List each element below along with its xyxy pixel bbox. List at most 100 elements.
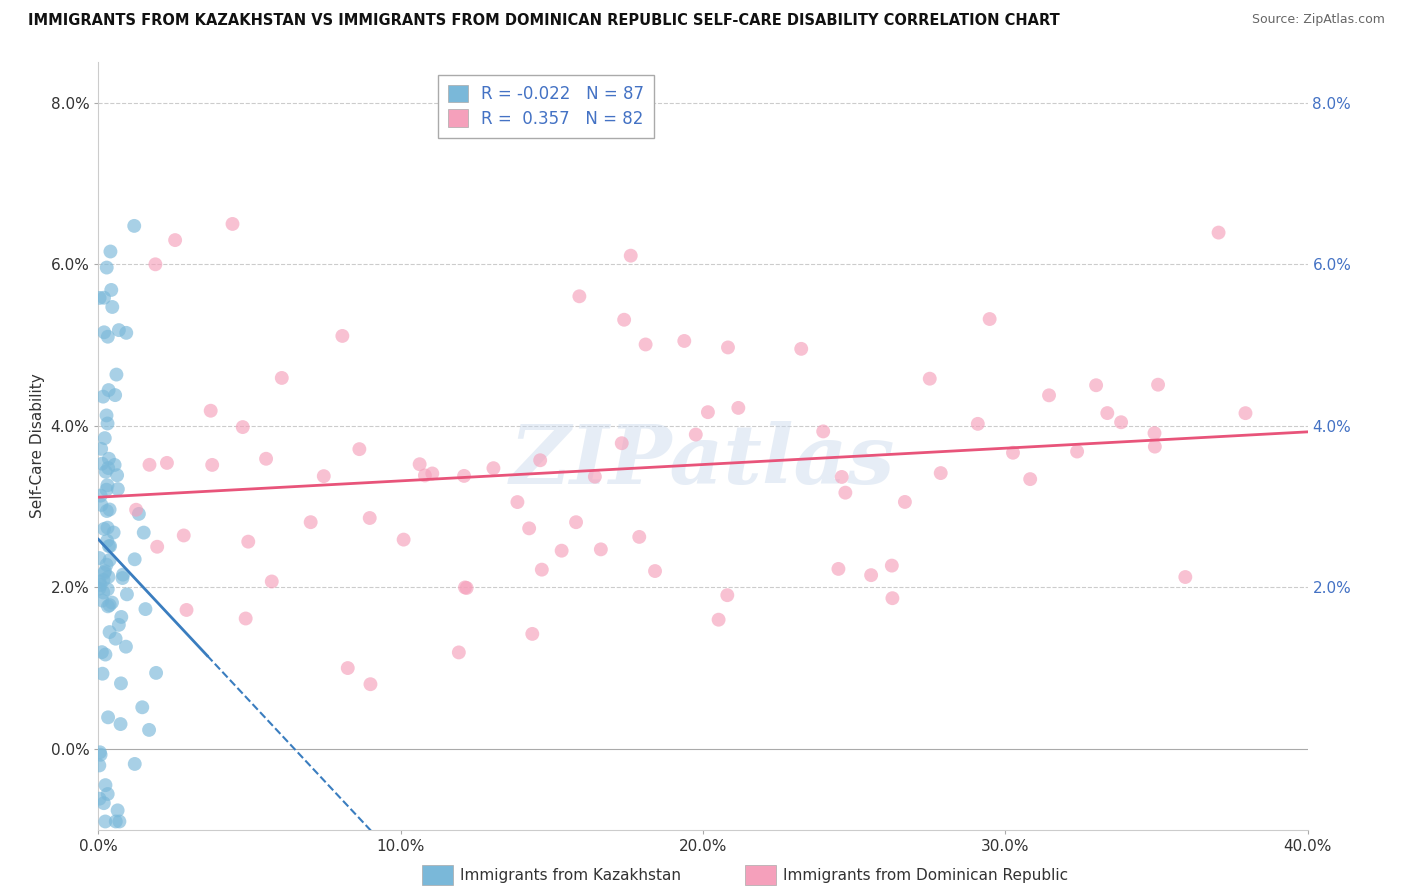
Point (90, 747, 112, 762)
Point (1066, 444, 1088, 458)
Point (105, 368, 128, 382)
Point (1174, 570, 1197, 584)
Point (115, 326, 138, 340)
Point (482, 461, 505, 475)
Point (717, 341, 740, 355)
Point (165, 233, 187, 247)
Point (97, 383, 120, 397)
Point (1097, 406, 1119, 420)
Text: Source: ZipAtlas.com: Source: ZipAtlas.com (1251, 13, 1385, 27)
Point (97, 461, 120, 475)
Point (685, 427, 707, 442)
Point (100, 244, 122, 259)
Point (97, 329, 120, 343)
Point (97, 599, 120, 614)
Point (529, 453, 551, 467)
Point (101, 596, 124, 610)
Point (96, 260, 118, 275)
Point (93, 291, 115, 305)
Point (454, 581, 477, 595)
Point (96, 558, 118, 572)
Point (110, 717, 132, 731)
Point (98, 502, 121, 516)
Point (134, 602, 156, 616)
Point (100, 283, 122, 297)
Point (880, 558, 903, 573)
Point (101, 300, 124, 314)
Point (811, 425, 834, 439)
Point (200, 403, 222, 417)
Point (98, 539, 121, 553)
Point (882, 591, 904, 606)
Point (860, 568, 883, 582)
Point (132, 525, 155, 540)
Point (107, 482, 129, 496)
Point (550, 543, 572, 558)
Y-axis label: Self-Care Disability: Self-Care Disability (30, 374, 45, 518)
Point (634, 337, 657, 351)
Point (90, 498, 112, 512)
Point (392, 533, 415, 547)
Point (408, 457, 430, 471)
Point (790, 342, 813, 356)
Point (332, 329, 354, 343)
Point (94, 564, 117, 578)
Point (979, 312, 1001, 326)
Point (94, 648, 117, 662)
Point (96, 533, 118, 548)
Point (628, 530, 651, 544)
Point (1143, 426, 1166, 441)
Text: ZIPatlas: ZIPatlas (510, 421, 896, 501)
Point (447, 645, 470, 659)
Point (115, 640, 138, 654)
Point (89, 551, 111, 566)
Point (124, 552, 146, 566)
Point (90, 442, 112, 456)
Point (232, 420, 254, 434)
Point (727, 401, 749, 415)
Point (96, 504, 118, 518)
Point (91, 457, 114, 471)
Point (221, 217, 243, 231)
Point (93, 522, 115, 536)
Point (96, 417, 118, 431)
Point (827, 562, 849, 576)
Point (1001, 446, 1024, 460)
Point (107, 803, 129, 817)
Point (96, 483, 118, 497)
Point (103, 525, 125, 540)
Point (966, 417, 988, 431)
Point (145, 665, 167, 680)
Point (89, 745, 111, 759)
Point (254, 451, 277, 466)
Point (530, 563, 553, 577)
Point (89, 291, 111, 305)
Point (312, 469, 335, 483)
Point (1147, 377, 1170, 392)
Point (97, 539, 120, 553)
Point (91, 666, 114, 681)
Point (336, 661, 359, 675)
Point (91, 390, 114, 404)
Point (97, 451, 120, 466)
Point (108, 814, 131, 829)
Point (110, 610, 132, 624)
Point (89, 582, 111, 596)
Point (128, 507, 150, 521)
Point (707, 613, 730, 627)
Point (98, 625, 121, 640)
Point (115, 587, 138, 601)
Point (97, 570, 120, 584)
Point (138, 723, 160, 737)
Point (156, 456, 179, 470)
Point (110, 676, 132, 690)
Point (349, 442, 371, 457)
Point (90, 645, 112, 659)
Point (359, 511, 381, 525)
Point (517, 521, 540, 535)
Point (94, 431, 117, 445)
Point (93, 796, 115, 810)
Point (89, 574, 111, 589)
Point (93, 566, 115, 580)
Point (146, 540, 169, 554)
